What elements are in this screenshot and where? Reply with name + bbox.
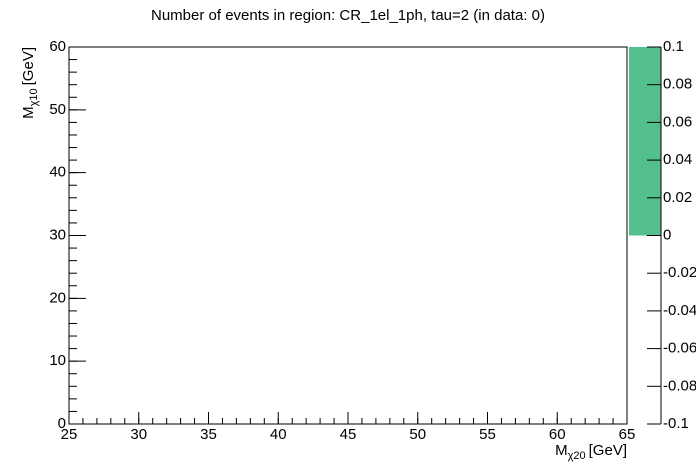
- y-axis-title-unit: [GeV]: [20, 47, 37, 85]
- y-tick-label: 20: [49, 289, 66, 306]
- z-tick-label: 0.06: [663, 113, 692, 130]
- colorbar-fill: [629, 47, 661, 236]
- x-tick-label: 45: [340, 426, 357, 443]
- x-tick-label: 40: [270, 426, 287, 443]
- x-axis-title: Mχ20 [GeV]: [555, 442, 627, 462]
- z-tick-label: -0.06: [663, 340, 696, 357]
- y-tick-label: 10: [49, 352, 66, 369]
- z-tick-label: 0.04: [663, 151, 692, 168]
- z-tick-label: -0.04: [663, 302, 696, 319]
- chart-title: Number of events in region: CR_1el_1ph, …: [151, 7, 545, 24]
- x-tick-label: 35: [200, 426, 217, 443]
- x-axis-title-unit: [GeV]: [589, 442, 627, 459]
- x-tick-label: 55: [479, 426, 496, 443]
- x-axis-title-sub: χ20: [568, 450, 586, 462]
- y-axis-title-sub: χ10: [28, 88, 40, 106]
- x-tick-label: 65: [619, 426, 636, 443]
- z-tick-label: 0.02: [663, 189, 692, 206]
- x-tick-label: 50: [409, 426, 426, 443]
- x-tick-label: 30: [130, 426, 147, 443]
- y-tick-label: 30: [49, 226, 66, 243]
- y-tick-label: 0: [58, 415, 66, 432]
- z-tick-label: -0.1: [663, 415, 689, 432]
- y-tick-label: 60: [49, 38, 66, 55]
- y-tick-label: 50: [49, 101, 66, 118]
- z-tick-label: 0: [663, 226, 671, 243]
- x-tick-label: 25: [61, 426, 78, 443]
- y-axis-title-main: M: [20, 106, 37, 119]
- x-axis-title-main: M: [555, 442, 568, 459]
- plot-frame: [68, 46, 628, 425]
- z-tick-label: -0.02: [663, 264, 696, 281]
- y-axis-title: Mχ10 [GeV]: [20, 47, 40, 119]
- z-tick-label: 0.08: [663, 76, 692, 93]
- y-tick-label: 40: [49, 164, 66, 181]
- z-tick-label: -0.08: [663, 377, 696, 394]
- x-tick-label: 60: [549, 426, 566, 443]
- z-tick-label: 0.1: [663, 38, 684, 55]
